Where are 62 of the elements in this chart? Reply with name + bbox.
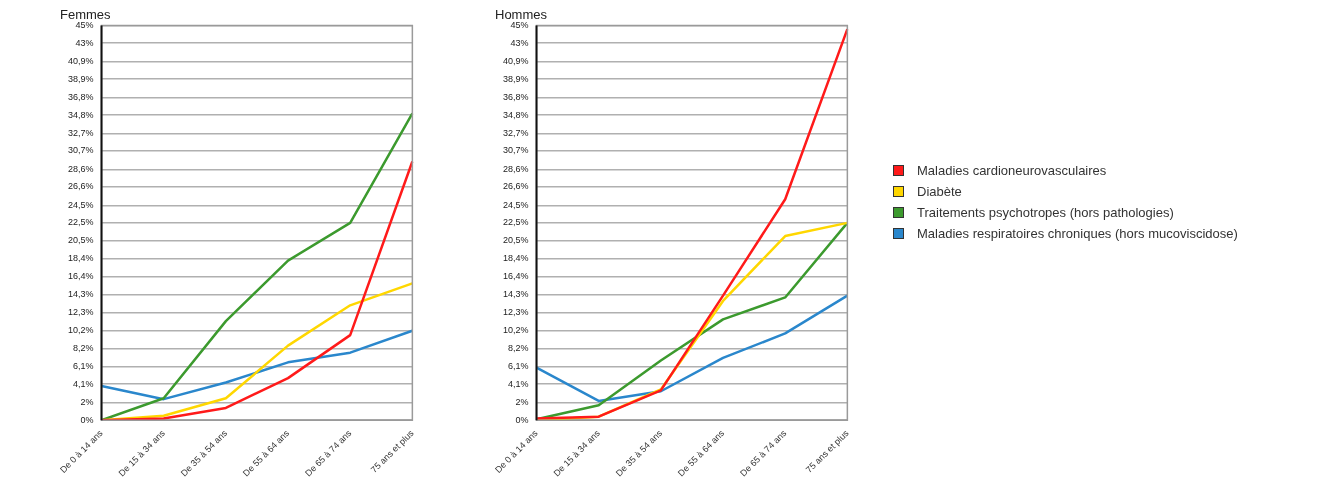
y-tick-label: 18,4% <box>67 253 94 264</box>
y-tick-label: 38,9% <box>502 73 529 84</box>
chart-title: Femmes <box>60 7 112 23</box>
y-tick-label: 10,2% <box>502 325 529 336</box>
y-tick-label: 28,6% <box>502 163 529 174</box>
y-tick-label: 34,8% <box>502 109 529 120</box>
y-tick-label: 38,9% <box>67 73 94 84</box>
y-tick-label: 12,3% <box>67 306 94 317</box>
y-tick-label: 14,3% <box>67 289 94 300</box>
y-tick-label: 22,5% <box>502 217 529 228</box>
x-tick-label: De 0 à 14 ans <box>57 427 106 475</box>
y-tick-label: 24,5% <box>67 199 94 210</box>
y-tick-label: 20,5% <box>502 234 529 245</box>
y-tick-label: 45% <box>75 20 94 31</box>
y-tick-label: 43% <box>75 37 94 48</box>
x-tick-label: De 35 à 54 ans <box>613 427 665 479</box>
chart-title: Hommes <box>495 7 548 23</box>
y-tick-label: 43% <box>510 37 529 48</box>
x-tick-label: De 65 à 74 ans <box>738 427 789 479</box>
y-tick-label: 4,1% <box>508 378 529 389</box>
y-tick-label: 28,6% <box>67 163 94 174</box>
x-tick-label: De 0 à 14 ans <box>492 427 541 475</box>
x-tick-label: De 35 à 54 ans <box>178 427 230 479</box>
y-tick-label: 34,8% <box>67 109 94 120</box>
y-tick-label: 2% <box>80 397 94 408</box>
y-tick-label: 0% <box>80 414 94 425</box>
y-tick-label: 16,4% <box>502 270 529 281</box>
legend-label: Traitements psychotropes (hors pathologies) <box>917 205 1174 220</box>
y-tick-label: 20,5% <box>67 234 94 245</box>
y-tick-label: 12,3% <box>502 306 529 317</box>
x-tick-label: De 15 à 34 ans <box>551 427 603 479</box>
y-tick-label: 32,7% <box>67 127 94 138</box>
x-tick-label: De 15 à 34 ans <box>116 427 168 479</box>
y-tick-label: 32,7% <box>502 127 529 138</box>
y-tick-label: 8,2% <box>73 342 94 353</box>
y-tick-label: 30,7% <box>502 145 529 156</box>
y-tick-label: 4,1% <box>73 378 94 389</box>
y-tick-label: 18,4% <box>502 253 529 264</box>
y-tick-label: 36,8% <box>502 91 529 102</box>
y-tick-label: 6,1% <box>508 361 529 372</box>
y-tick-label: 36,8% <box>67 91 94 102</box>
y-tick-label: 6,1% <box>73 361 94 372</box>
y-tick-label: 24,5% <box>502 199 529 210</box>
y-tick-label: 14,3% <box>502 289 529 300</box>
x-tick-label: De 55 à 64 ans <box>675 427 727 479</box>
y-tick-label: 2% <box>515 397 529 408</box>
y-tick-label: 8,2% <box>508 342 529 353</box>
y-tick-label: 0% <box>515 414 529 425</box>
y-tick-label: 16,4% <box>67 270 94 281</box>
legend-label: Diabète <box>917 184 962 199</box>
y-tick-label: 40,9% <box>502 56 529 67</box>
y-tick-label: 30,7% <box>67 145 94 156</box>
y-tick-label: 22,5% <box>67 217 94 228</box>
y-tick-label: 10,2% <box>67 325 94 336</box>
x-tick-label: De 65 à 74 ans <box>303 427 354 479</box>
x-tick-label: De 55 à 64 ans <box>240 427 292 479</box>
y-tick-label: 40,9% <box>67 56 94 67</box>
legend-label: Maladies respiratoires chroniques (hors mucoviscidose) <box>917 226 1238 241</box>
y-tick-label: 26,6% <box>67 181 94 192</box>
legend-label: Maladies cardioneurovasculaires <box>917 163 1107 178</box>
y-tick-label: 45% <box>510 20 529 31</box>
y-tick-label: 26,6% <box>502 181 529 192</box>
